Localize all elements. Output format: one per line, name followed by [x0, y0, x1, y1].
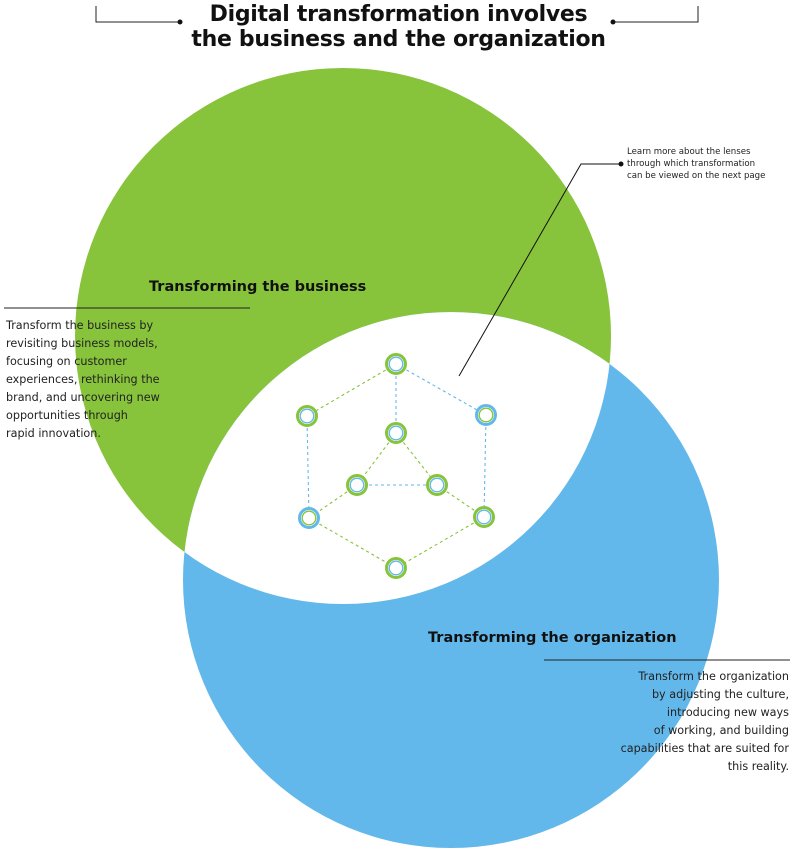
business-line: opportunities through	[6, 409, 128, 422]
note-line: can be viewed on the next page	[627, 171, 766, 181]
note-line: through which transformation	[627, 159, 756, 169]
business-line: rapid innovation.	[6, 427, 101, 440]
organization-line: this reality.	[727, 760, 789, 773]
organization-line: by adjusting the culture,	[651, 688, 789, 701]
network-node-inner-ring	[478, 407, 494, 423]
business-heading: Transforming the business	[149, 279, 367, 295]
organization-line: of working, and building	[653, 724, 789, 737]
network-node-inner-ring	[429, 477, 445, 493]
network-edge	[395, 363, 487, 416]
network-node-inner-ring	[388, 356, 404, 372]
network-edge	[308, 517, 397, 569]
organization-description: Transform the organization by adjusting …	[621, 668, 789, 776]
callout-leader	[458, 161, 624, 377]
page-title: Digital transformation involves the busi…	[160, 2, 637, 52]
organization-line: introducing new ways	[666, 706, 789, 719]
network-edge	[306, 415, 310, 519]
title-line-1: Digital transformation involves	[209, 2, 588, 27]
network-edge	[483, 414, 487, 518]
network-node-inner-ring	[349, 477, 365, 493]
network-node-inner-ring	[388, 425, 404, 441]
business-line: focusing on customer	[6, 355, 127, 368]
organization-heading: Transforming the organization	[428, 630, 677, 646]
network-node-inner-ring	[476, 509, 492, 525]
network-edge	[395, 432, 438, 486]
title-bracket-right	[610, 6, 699, 25]
network-edge	[306, 363, 397, 417]
network-graphic	[296, 353, 497, 579]
overlap-area	[183, 312, 611, 604]
organization-line: capabilities that are suited for	[620, 742, 789, 755]
network-node-inner-ring	[301, 510, 317, 526]
callout-note: Learn more about the lenses through whic…	[627, 146, 765, 182]
network-node-inner-ring	[388, 560, 404, 576]
title-bracket-left	[95, 6, 183, 25]
business-line: Transform the business by	[6, 319, 154, 332]
business-line: experiences, rethinking the	[6, 373, 160, 386]
organization-line: Transform the organization	[638, 670, 789, 683]
note-line: Learn more about the lenses	[627, 147, 751, 157]
network-edge	[395, 516, 485, 569]
network-node-inner-ring	[299, 408, 315, 424]
business-line: revisiting business models,	[6, 337, 158, 350]
business-description: Transform the business by revisiting bus…	[6, 317, 160, 443]
title-line-2: the business and the organization	[191, 27, 606, 52]
business-line: brand, and uncovering new	[6, 391, 160, 404]
